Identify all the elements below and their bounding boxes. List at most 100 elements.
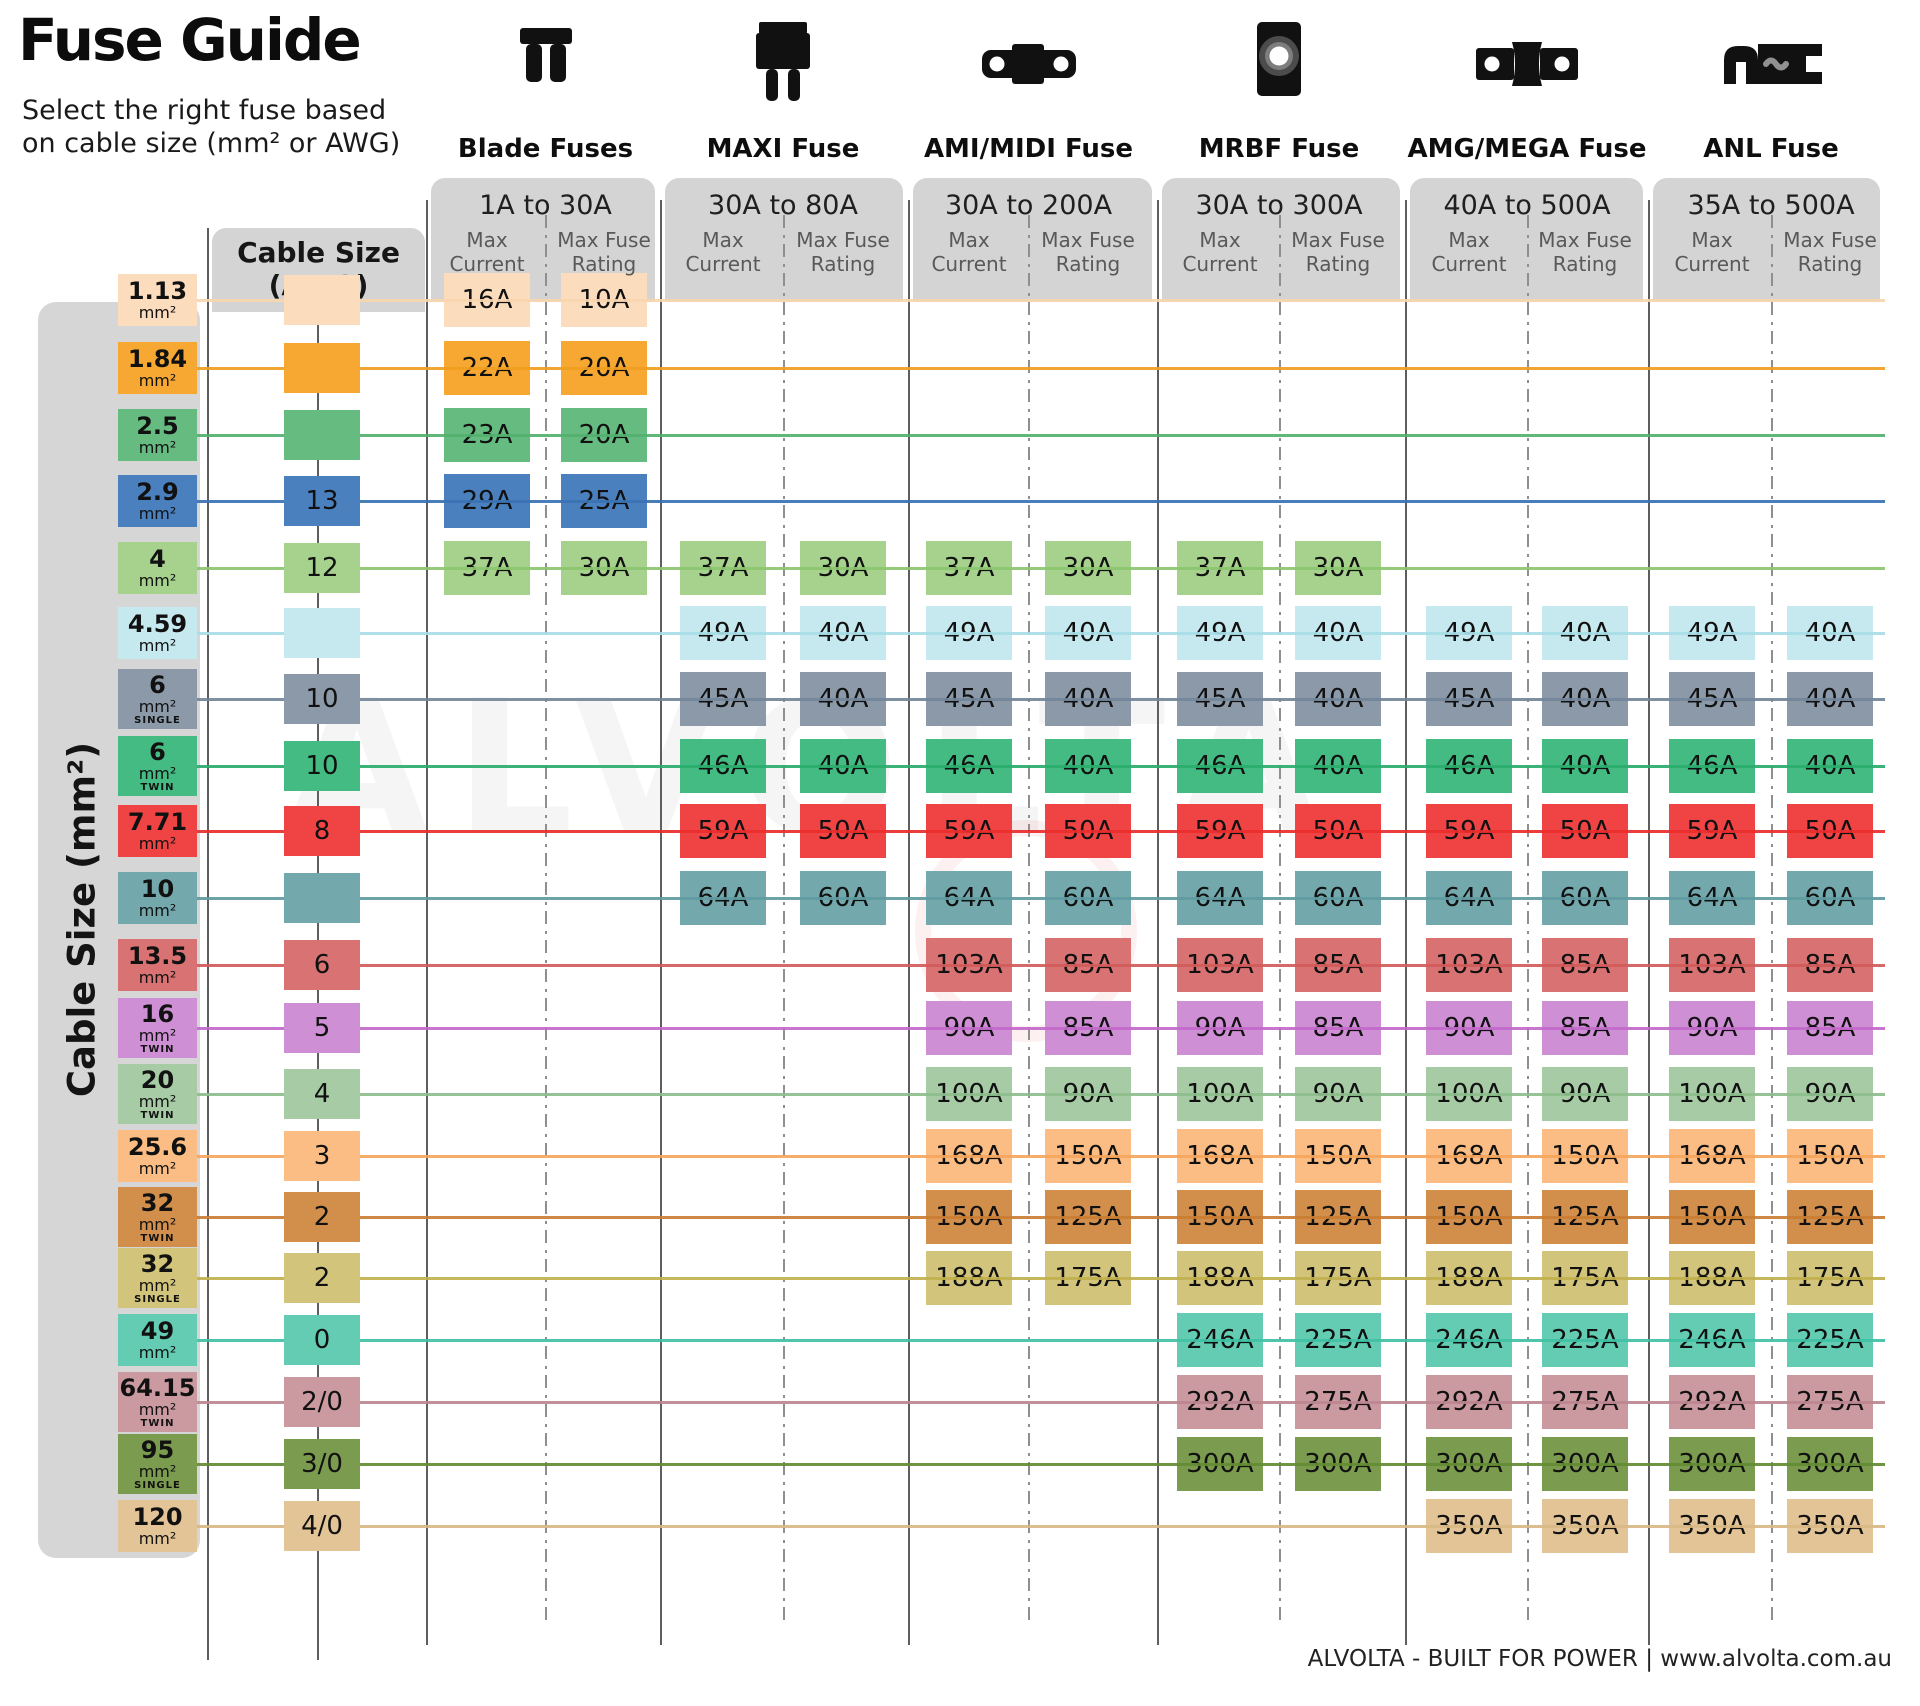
max-fuse-rating-header: Max Fuse Rating	[1291, 228, 1385, 276]
awg-value: 10	[305, 684, 339, 714]
pair-divider-line	[1527, 215, 1529, 1627]
cable-row-label: 32 mm² TWIN	[118, 1187, 197, 1247]
group-divider-line	[660, 200, 662, 1645]
awg-value: 5	[313, 1013, 331, 1043]
row-line	[190, 1401, 1885, 1404]
awg-box	[284, 873, 360, 923]
cable-size-variant: TWIN	[140, 781, 175, 793]
cable-size-value: 2.9	[136, 478, 179, 506]
cable-size-value: 6	[149, 670, 166, 699]
left-axis-label: Cable Size (mm²)	[60, 741, 104, 1098]
awg-header-line1: Cable Size	[237, 236, 400, 269]
max-current-header: Max Current	[1431, 228, 1507, 276]
awg-box: 6	[284, 940, 360, 990]
max-fuse-rating-header: Max Fuse Rating	[1041, 228, 1135, 276]
awg-box: 12	[284, 543, 360, 593]
row-line	[190, 1339, 1885, 1342]
fuse-type-label: Blade Fuses	[457, 134, 634, 164]
cable-row-label: 6 mm² SINGLE	[118, 669, 197, 729]
awg-box: 3	[284, 1131, 360, 1181]
cable-size-variant: TWIN	[140, 1417, 175, 1429]
cable-size-variant: SINGLE	[134, 1479, 181, 1491]
fuse-type-label: MRBF Fuse	[1198, 134, 1360, 164]
cable-size-variant: TWIN	[140, 1232, 175, 1244]
fuse-header-box	[913, 178, 1152, 302]
awg-value: 12	[305, 553, 339, 583]
awg-box	[284, 608, 360, 658]
awg-box: 2/0	[284, 1377, 360, 1427]
page-subtitle-line1: Select the right fuse based	[22, 95, 387, 126]
row-line	[190, 1525, 1885, 1528]
awg-box: 2	[284, 1253, 360, 1303]
fuse-range-label: 30A to 200A	[944, 190, 1113, 221]
pair-divider-line	[783, 215, 785, 1627]
cable-size-value: 1.84	[127, 345, 188, 373]
row-line	[190, 1155, 1885, 1158]
cable-row-label: 49 mm²	[118, 1314, 197, 1366]
cable-size-value: 6	[149, 737, 166, 766]
amg-mega-fuse-icon	[1457, 16, 1597, 112]
max-fuse-rating-header: Max Fuse Rating	[1783, 228, 1877, 276]
row-line	[190, 964, 1885, 967]
cable-size-value: 25.6	[127, 1133, 188, 1161]
row-line	[190, 434, 1885, 437]
cable-size-unit: mm²	[138, 834, 177, 853]
pair-divider-line	[1279, 215, 1281, 1627]
group-divider-line	[1405, 200, 1407, 1645]
awg-value: 13	[305, 486, 339, 516]
cable-row-label: 2.9 mm²	[118, 475, 197, 527]
cable-size-unit: mm²	[138, 1091, 177, 1111]
awg-box	[284, 343, 360, 393]
cable-size-value: 4.59	[127, 610, 188, 638]
cable-label-divider-line	[207, 228, 209, 1660]
cable-size-unit: mm²	[138, 1529, 177, 1548]
cable-size-value: 20	[140, 1065, 175, 1094]
cable-row-label: 32 mm² SINGLE	[118, 1248, 197, 1308]
awg-box: 10	[284, 674, 360, 724]
fuse-range-label: 30A to 300A	[1195, 190, 1363, 221]
awg-box: 10	[284, 741, 360, 791]
max-fuse-rating-header: Max Fuse Rating	[796, 228, 890, 276]
awg-value: 2	[313, 1263, 331, 1293]
awg-box: 2	[284, 1192, 360, 1242]
group-divider-line	[1157, 200, 1159, 1645]
cable-size-unit: mm²	[138, 968, 177, 987]
awg-box: 13	[284, 476, 360, 526]
row-line	[190, 698, 1885, 701]
cable-row-label: 120 mm²	[118, 1500, 197, 1552]
row-line	[190, 1216, 1885, 1219]
cable-size-value: 120	[132, 1503, 183, 1531]
cable-size-unit: mm²	[138, 371, 177, 390]
cable-size-value: 16	[140, 999, 175, 1028]
row-line	[190, 500, 1885, 503]
footer-text: ALVOLTA - BUILT FOR POWER | www.alvolta.…	[1307, 1646, 1892, 1672]
cable-size-value: 10	[140, 875, 175, 903]
row-line	[190, 830, 1885, 833]
cable-row-label: 4.59 mm²	[118, 607, 197, 659]
max-fuse-rating-header: Max Fuse Rating	[557, 228, 651, 276]
row-line	[190, 1027, 1885, 1030]
group-divider-line	[426, 200, 428, 1645]
fuse-type-label: AMI/MIDI Fuse	[923, 134, 1134, 164]
row-line	[190, 367, 1885, 370]
ami-midi-fuse-icon	[959, 16, 1099, 112]
cable-row-label: 6 mm² TWIN	[118, 736, 197, 796]
cable-size-value: 7.71	[127, 808, 188, 836]
awg-value: 3	[313, 1141, 331, 1171]
awg-box: 5	[284, 1003, 360, 1053]
awg-box: 0	[284, 1315, 360, 1365]
cable-size-value: 4	[149, 545, 166, 573]
fuse-header-box	[1653, 178, 1880, 302]
awg-box	[284, 410, 360, 460]
awg-value: 10	[305, 751, 339, 781]
maxi-fuse-icon	[713, 16, 853, 112]
pair-divider-line	[1028, 215, 1030, 1627]
fuse-range-label: 1A to 30A	[479, 190, 612, 221]
cable-size-unit: mm²	[138, 763, 177, 783]
cable-size-variant: SINGLE	[134, 1293, 181, 1305]
cable-size-value: 95	[140, 1435, 175, 1464]
fuse-range-label: 40A to 500A	[1443, 190, 1611, 221]
anl-fuse-icon	[1701, 16, 1841, 112]
cable-size-unit: mm²	[138, 1399, 177, 1419]
